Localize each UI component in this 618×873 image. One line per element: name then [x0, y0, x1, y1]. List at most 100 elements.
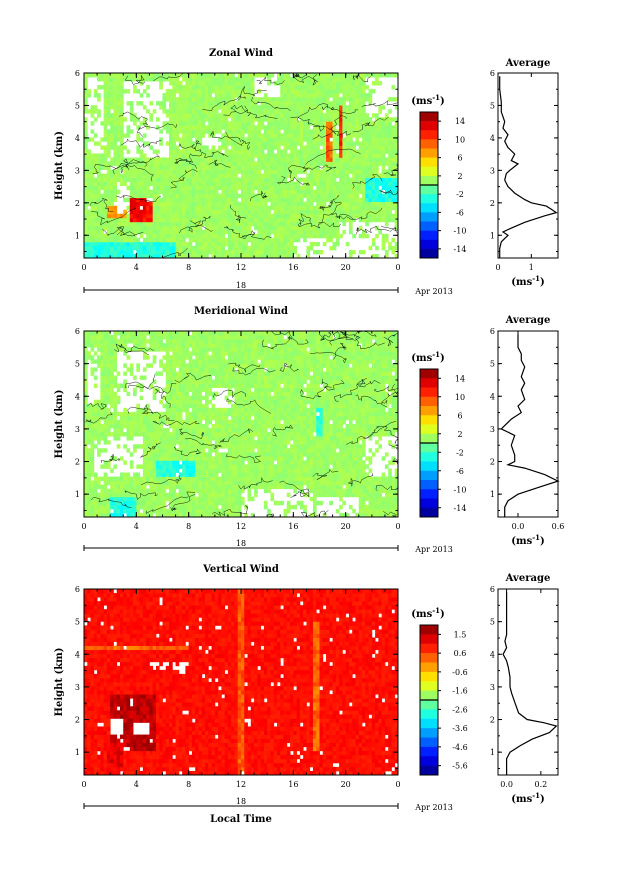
profile-line [499, 76, 558, 258]
x-tick-label: 12 [236, 263, 246, 272]
colorbar-tick-label: -0.6 [452, 668, 467, 677]
x-axis-label: Local Time [210, 814, 272, 825]
y-axis-label: Height (km) [54, 648, 65, 717]
colorbar-tick-label: -2 [456, 190, 464, 199]
profile-x-tick-label: 0.6 [552, 522, 565, 531]
profile-y-tick-label: 6 [490, 69, 495, 78]
colorbar-tick-label: 10 [455, 393, 465, 402]
profile-title: Average [505, 573, 551, 584]
x-tick-label: 0 [395, 522, 400, 531]
date-day-label: 18 [236, 539, 246, 548]
x-tick-label: 16 [288, 780, 298, 789]
colorbar-tick-label: -5.6 [452, 762, 467, 771]
profile-x-tick-label: 0 [495, 263, 500, 272]
colorbar-tick-label: -14 [454, 245, 467, 254]
colorbar-tick-label: -4.6 [452, 743, 467, 752]
y-tick-label: 3 [75, 425, 80, 434]
profile-y-tick-label: 2 [490, 716, 495, 725]
y-tick-label: 6 [75, 585, 80, 594]
colorbar-tick-label: 14 [455, 374, 465, 383]
x-tick-label: 20 [341, 263, 351, 272]
profile-line [500, 334, 560, 517]
colorbar-tick-label: 14 [455, 117, 465, 126]
y-tick-label: 5 [75, 101, 80, 110]
profile-x-tick-label: 0.0 [500, 780, 513, 789]
contour-lines [90, 72, 399, 259]
profile-y-tick-label: 2 [490, 458, 495, 467]
x-tick-label: 16 [288, 522, 298, 531]
y-tick-label: 1 [75, 748, 80, 757]
x-tick-label: 0 [395, 780, 400, 789]
y-tick-label: 1 [75, 490, 80, 499]
plot-title: Vertical Wind [202, 564, 279, 575]
date-day-label: 18 [236, 281, 246, 290]
profile-y-tick-label: 3 [490, 166, 495, 175]
profile-frame [497, 72, 559, 259]
profile-y-tick-label: 4 [490, 392, 495, 401]
colorbar-tick-label: 2 [457, 172, 462, 181]
y-tick-label: 2 [75, 458, 80, 467]
y-axis-label: Height (km) [54, 131, 65, 200]
x-tick-label: 4 [134, 522, 139, 531]
profile-x-unit: (ms-1) [511, 274, 544, 288]
profile-y-tick-label: 1 [490, 490, 495, 499]
x-tick-label: 0 [81, 522, 86, 531]
profile-y-tick-label: 5 [490, 618, 495, 627]
x-tick-label: 0 [395, 263, 400, 272]
profile-y-tick-label: 6 [490, 585, 495, 594]
profile-y-tick-label: 5 [490, 360, 495, 369]
date-month-label: Apr 2013 [414, 803, 453, 812]
x-tick-label: 16 [288, 263, 298, 272]
colorbar-tick-label: 6 [457, 411, 462, 420]
date-axis: 18 Apr 2013 [83, 281, 453, 296]
x-tick-label: 20 [341, 780, 351, 789]
colorbar-tick-label: -6 [456, 208, 464, 217]
colorbar-tick-label: -1.6 [452, 687, 467, 696]
colorbar-tick-label: -2.6 [452, 705, 467, 714]
colorbar-unit: (ms-1) [411, 350, 444, 364]
x-tick-label: 12 [236, 780, 246, 789]
profile-y-tick-label: 4 [490, 134, 495, 143]
heatmap-field [84, 72, 399, 259]
date-axis: 18 Apr 2013 [83, 539, 453, 554]
y-tick-label: 3 [75, 166, 80, 175]
y-tick-label: 1 [75, 231, 80, 240]
plot-title: Meridional Wind [194, 306, 288, 317]
profile-x-tick-label: 0.2 [534, 780, 547, 789]
x-tick-label: 0 [81, 263, 86, 272]
plot-title: Zonal Wind [209, 48, 273, 59]
colorbar: 14 10 6 2 -2 -6 -10 -14 (ms-1) [411, 93, 467, 259]
x-tick-label: 8 [186, 263, 191, 272]
colorbar-tick-label: -10 [454, 485, 467, 494]
date-month-label: Apr 2013 [414, 545, 453, 554]
colorbar-tick-label: 1.5 [454, 630, 467, 639]
y-tick-label: 5 [75, 360, 80, 369]
profile-title: Average [505, 58, 551, 69]
colorbar-tick-label: 2 [457, 430, 462, 439]
y-tick-label: 2 [75, 199, 80, 208]
colorbar-tick-label: -10 [454, 227, 467, 236]
profile-x-tick-label: 1 [529, 263, 534, 272]
profile-y-tick-label: 5 [490, 101, 495, 110]
x-tick-label: 8 [186, 780, 191, 789]
date-month-label: Apr 2013 [414, 287, 453, 296]
y-tick-label: 4 [75, 134, 80, 143]
profile-frame [497, 330, 559, 518]
x-tick-label: 20 [341, 522, 351, 531]
colorbar-tick-label: 6 [457, 154, 462, 163]
colorbar: 14 10 6 2 -2 -6 -10 -14 (ms-1) [411, 350, 467, 518]
profile-y-tick-label: 3 [490, 425, 495, 434]
profile-frame [497, 588, 559, 776]
colorbar-unit: (ms-1) [411, 606, 444, 620]
heatmap-field [84, 589, 399, 776]
y-tick-label: 3 [75, 683, 80, 692]
heatmap-field [84, 330, 399, 518]
colorbar-tick-label: 0.6 [454, 649, 467, 658]
average-profile: Average 1 2 3 4 5 6 0 1 (ms-1) [490, 58, 559, 288]
colorbar-tick-label: -2 [456, 448, 464, 457]
y-axis-label: Height (km) [54, 390, 65, 459]
x-tick-label: 8 [186, 522, 191, 531]
